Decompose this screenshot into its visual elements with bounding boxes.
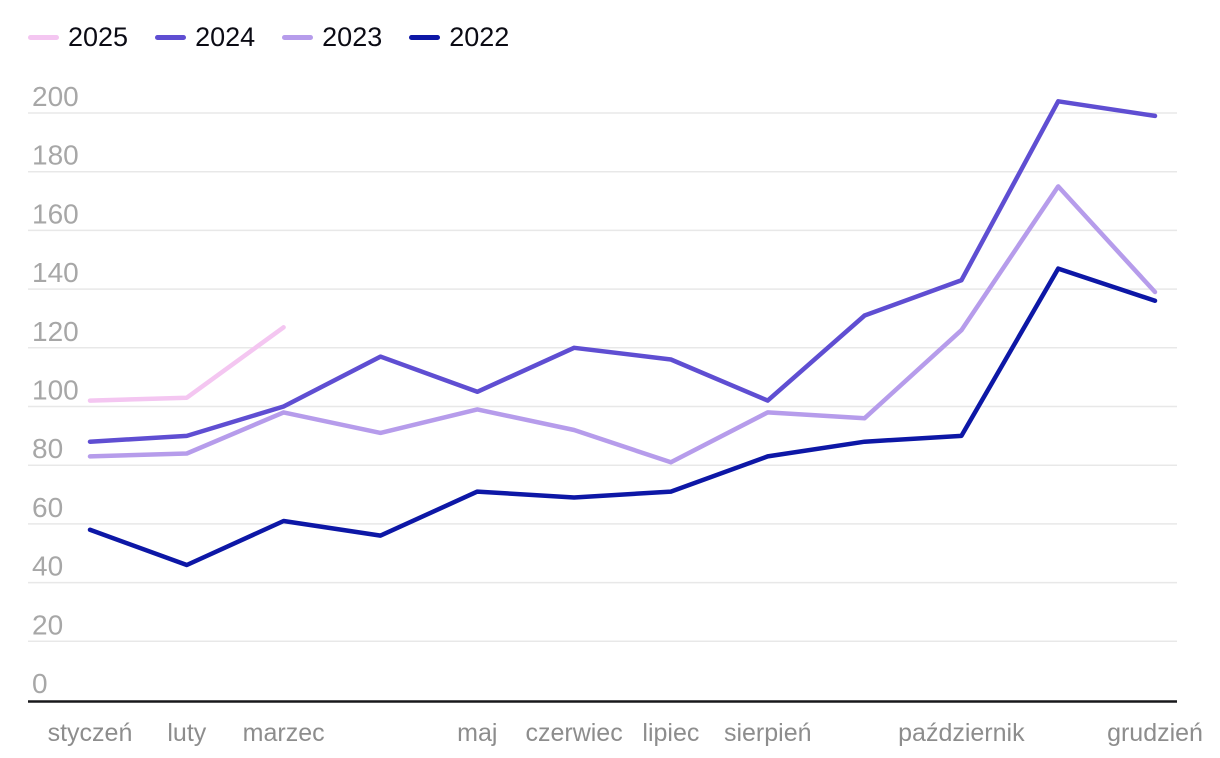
y-tick-label-40: 40: [32, 551, 63, 582]
x-tick-label-maj: maj: [457, 719, 497, 747]
x-tick-label-styczeń: styczeń: [48, 719, 133, 747]
x-tick-label-sierpień: sierpień: [724, 719, 812, 747]
x-tick-label-grudzień: grudzień: [1107, 719, 1203, 747]
legend-item-2022[interactable]: 2022: [409, 22, 509, 52]
series-line-2024: [87, 99, 1158, 444]
x-tick-label-lipiec: lipiec: [642, 719, 699, 747]
legend-swatch-2022: [409, 34, 441, 40]
y-tick-label-0: 0: [32, 668, 48, 699]
y-tick-label-20: 20: [32, 609, 63, 640]
y-tick-label-100: 100: [32, 375, 79, 406]
series-line-2023: [87, 184, 1158, 465]
y-tick-label-140: 140: [32, 257, 79, 288]
y-tick-label-180: 180: [32, 140, 79, 171]
y-tick-label-160: 160: [32, 198, 79, 229]
legend-label: 2023: [322, 22, 383, 52]
series-line-2025: [87, 325, 286, 403]
y-tick-label-60: 60: [32, 492, 63, 523]
x-tick-label-czerwiec: czerwiec: [525, 719, 622, 747]
y-tick-label-80: 80: [32, 433, 63, 464]
x-tick-label-luty: luty: [167, 719, 206, 747]
legend-item-2025[interactable]: 2025: [28, 22, 128, 52]
series-line-2022: [87, 266, 1158, 568]
legend-label: 2024: [195, 22, 256, 52]
legend-item-2023[interactable]: 2023: [282, 22, 382, 52]
y-tick-label-200: 200: [32, 81, 79, 112]
legend-item-2024[interactable]: 2024: [155, 22, 255, 52]
legend-label: 2025: [68, 22, 129, 52]
chart-legend: 2025 2024 2023 2022: [28, 22, 509, 52]
y-tick-label-120: 120: [32, 316, 79, 347]
legend-swatch-2023: [282, 34, 314, 40]
x-tick-label-marzec: marzec: [243, 719, 325, 747]
legend-swatch-2025: [28, 34, 59, 40]
x-tick-label-październik: październik: [898, 719, 1025, 747]
legend-label: 2022: [449, 22, 510, 52]
legend-swatch-2024: [155, 34, 187, 40]
